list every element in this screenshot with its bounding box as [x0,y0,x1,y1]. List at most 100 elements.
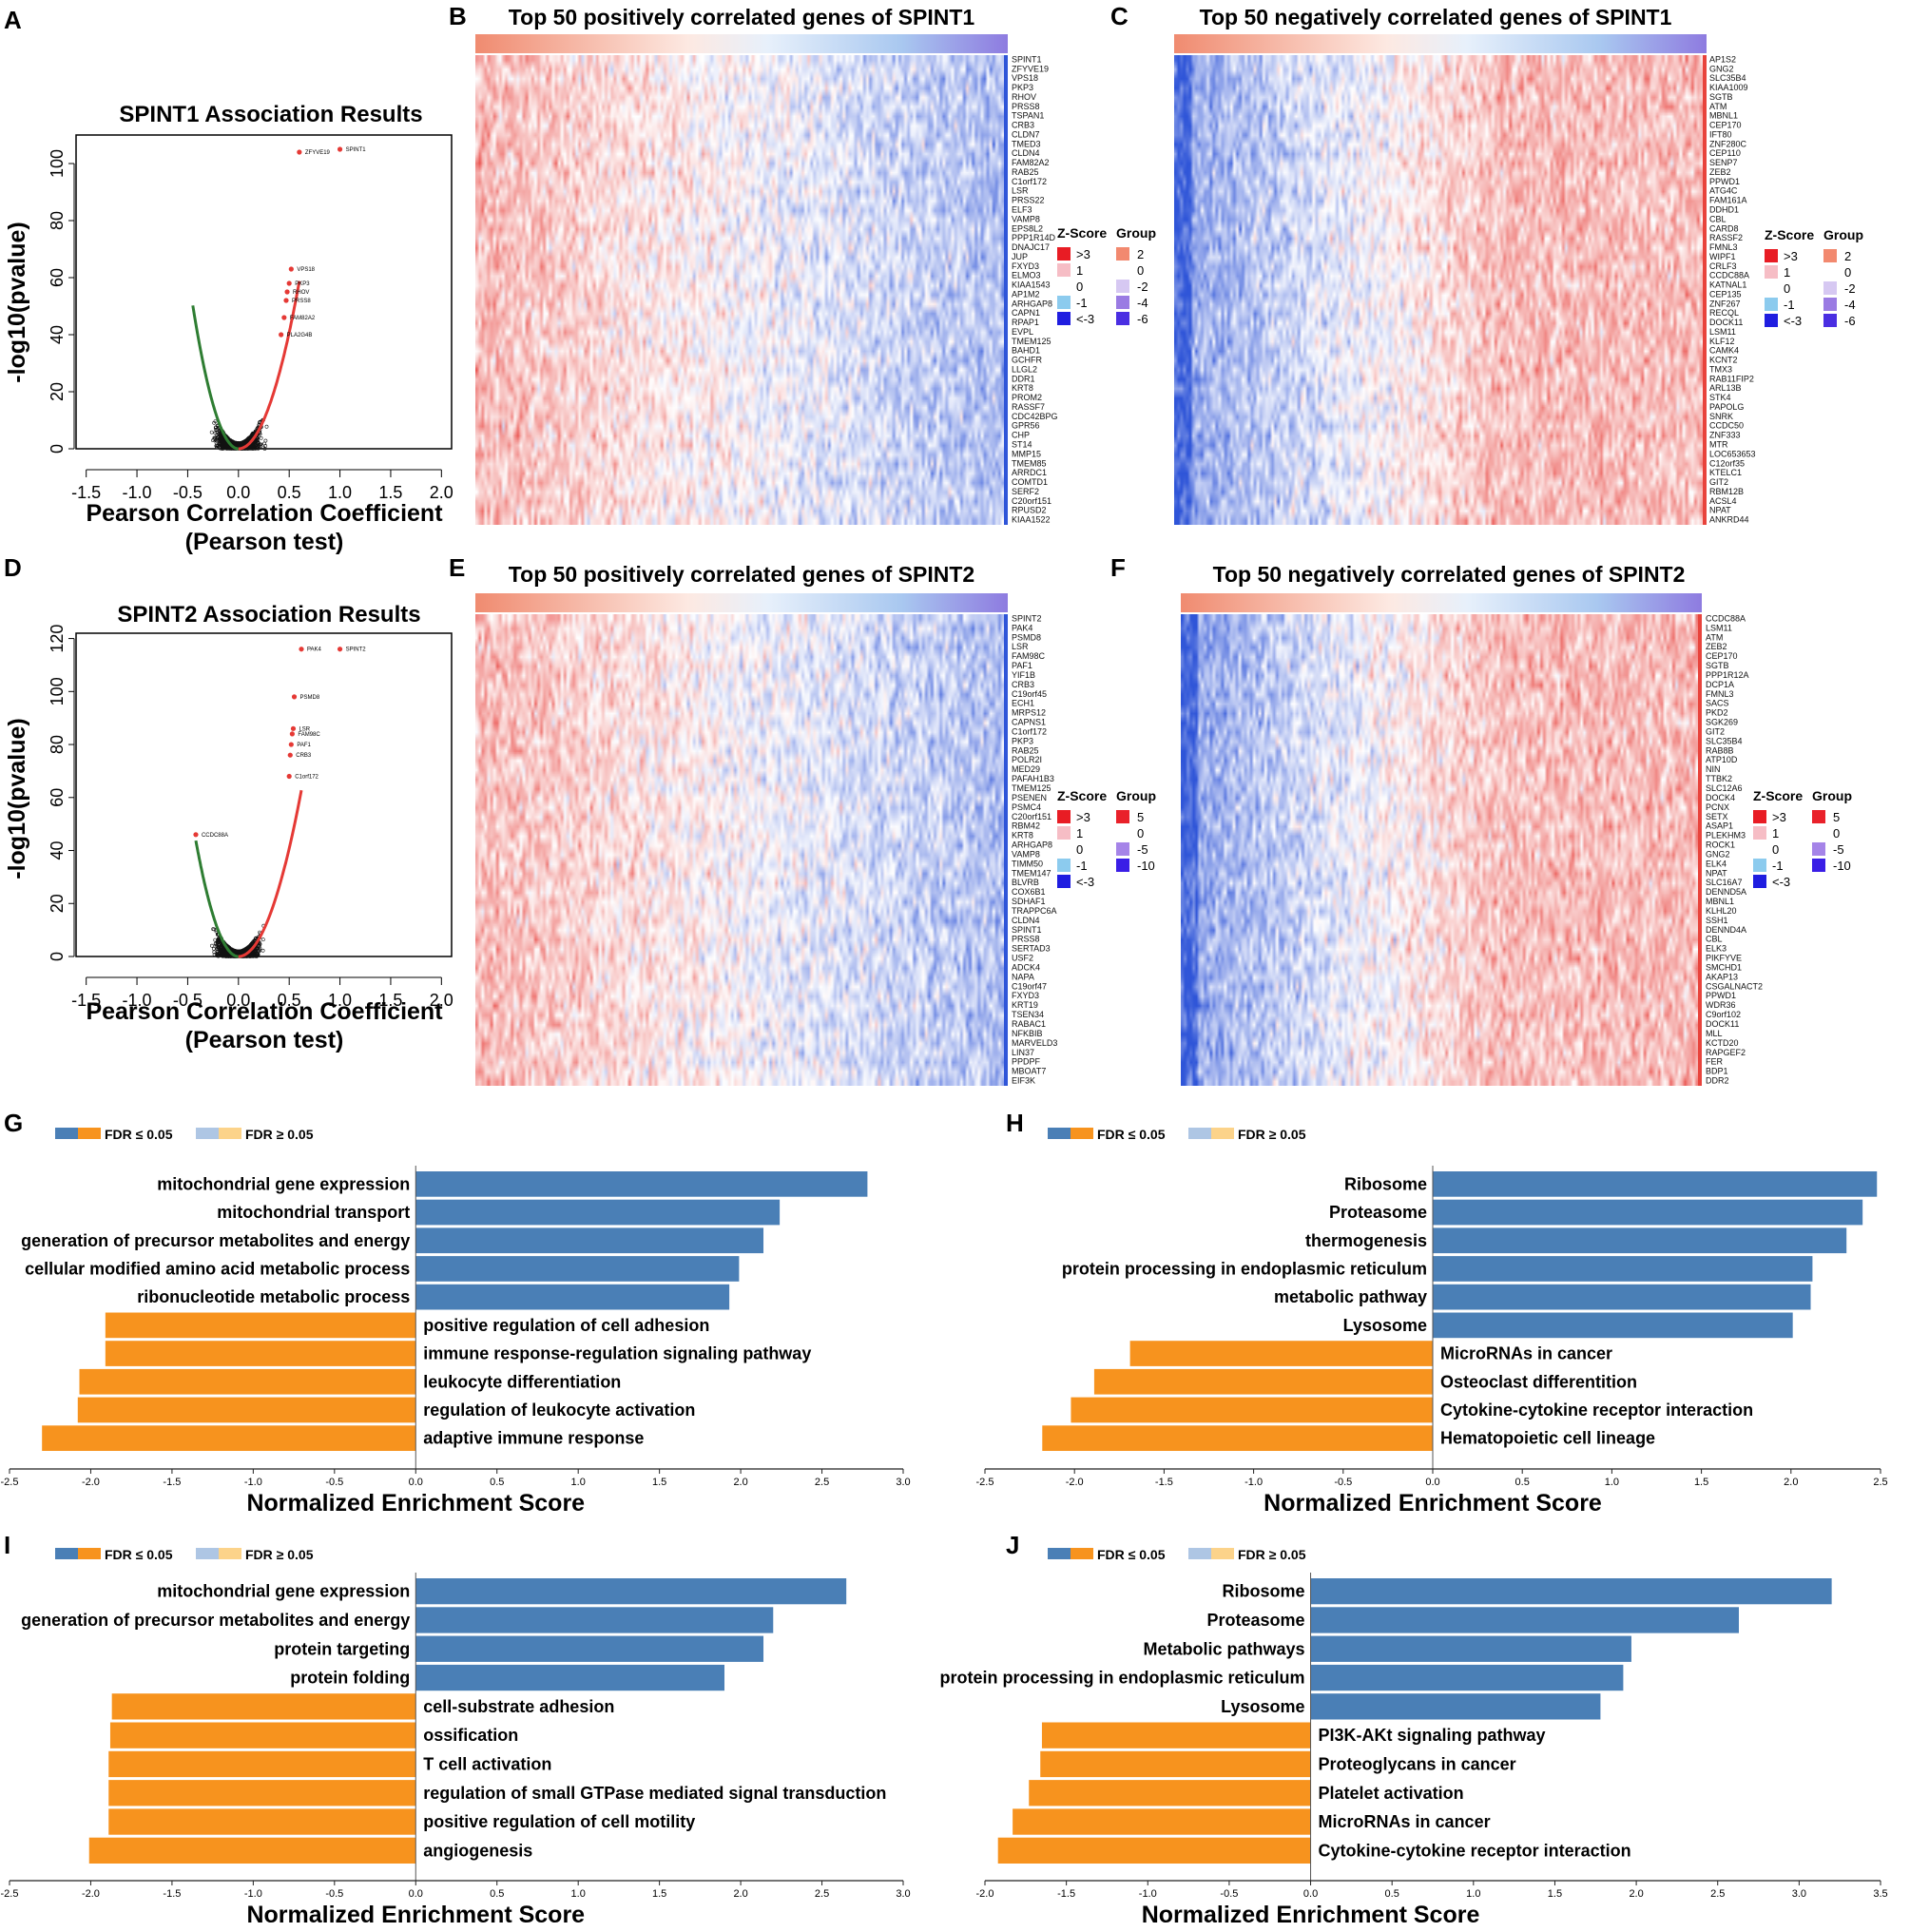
enrichment-bar-label: Hematopoietic cell lineage [1440,1429,1655,1448]
enrichment-bar-label: protein targeting [274,1639,410,1658]
volcano-highlight-point [279,332,284,338]
x-tick-label: 1.0 [571,1477,586,1488]
legend-group-label: -2 [1844,281,1856,296]
enrichment-bar [77,1397,416,1423]
enrichment-bar [108,1808,416,1835]
legend-zscore-label: 1 [1076,263,1083,278]
fdr-legend-nonsig-label: FDR ≥ 0.05 [1238,1127,1306,1142]
x-tick-label: 2.5 [815,1888,829,1900]
heatmap-gene-label: CCDC50 [1709,421,1744,431]
heatmap-e: Top 50 positively correlated genes of SP… [475,562,1057,1086]
legend-group-label: -10 [1833,859,1851,873]
x-tick-label: 1.5 [652,1888,666,1900]
enrichment-bar [108,1750,416,1778]
heatmap-gene-label: TMEM147 [1012,868,1051,878]
heatmap-gene-label: DDR1 [1012,374,1035,383]
x-tick-label: -1.5 [163,1477,181,1488]
volcano-highlight-label: PRSS8 [292,299,311,304]
heatmap-gene-label: KTELC1 [1709,468,1742,477]
heatmap-gene-label: TSPAN1 [1012,111,1044,121]
volcano-highlight-point [289,731,295,737]
enrichment-bar [1433,1256,1813,1282]
volcano-highlight-label: CCDC88A [202,833,228,839]
heatmap-gene-label: GNG2 [1706,849,1730,859]
enrichment-bar-chart-h: FDR ≤ 0.05 FDR ≥ 0.05 Ribosome Proteasome th… [976,1127,1888,1517]
legend-zscore-title: Z-Score [1057,788,1107,803]
heatmap-gene-label: SETX [1706,812,1728,821]
fdr-legend-swatch-down-ns [219,1548,241,1559]
bar-chart-xlabel: Normalized Enrichment Score [246,1902,585,1928]
enrichment-bar [1433,1227,1847,1254]
heatmap-gene-label: ADCK4 [1012,962,1040,972]
heatmap-gene-label: PRSS8 [1012,102,1040,111]
heatmap-gene-label: PSENEN [1012,793,1047,802]
volcano-highlight-point [337,647,343,652]
volcano-a-ylabel: -log10(pvalue) [4,222,30,382]
y-tick-label: 60 [48,268,67,287]
heatmap-gene-label: ASAP1 [1706,821,1733,831]
heatmap-gene-label: SPINT2 [1012,613,1042,623]
legend-group-label: -6 [1844,314,1856,328]
enrichment-bar-label: thermogenesis [1305,1231,1427,1250]
x-tick-label: -2.0 [976,1888,994,1900]
volcano-d-ylabel: -log10(pvalue) [4,718,30,879]
heatmap-gene-label: SMCHD1 [1706,962,1742,972]
x-tick-label: 1.5 [1548,1888,1562,1900]
heatmap-b-gene-labels: SPINT1ZFYVE19VPS18PKP3RHOVPRSS8TSPAN1CRB… [1012,54,1058,524]
heatmap-gene-label: CLDN7 [1012,129,1040,139]
heatmap-gene-label: CCDC88A [1706,613,1746,623]
enrichment-bar-label: cellular modified amino acid metabolic p… [25,1259,410,1278]
volcano-highlight-label: PKP3 [295,281,310,287]
heatmap-f-gene-labels: CCDC88ALSM11ATMZEB2CEP170SGTBPPP1R12ADCP… [1706,613,1763,1085]
heatmap-gene-label: NPAT [1709,506,1731,515]
enrichment-bar-label: immune response-regulation signaling pat… [423,1344,811,1363]
legend-zscore-swatch [1765,281,1778,295]
volcano-d-y-ticks: 0 20 40 60 80 100 120 [48,625,75,961]
x-tick-label: -0.5 [173,483,203,502]
enrichment-bar [1042,1425,1433,1451]
x-tick-label: -1.0 [1139,1888,1157,1900]
heatmap-c-group-bar [1174,34,1707,53]
x-tick-label: 1.0 [1466,1888,1480,1900]
heatmap-gene-label: GIT2 [1709,477,1728,487]
heatmap-gene-label: VAMP8 [1012,849,1040,859]
heatmap-f-sidebar [1698,614,1702,1086]
volcano-highlight-point [299,647,304,652]
heatmap-gene-label: SLC35B4 [1709,73,1746,83]
enrichment-bar-label: Platelet activation [1319,1784,1464,1803]
heatmap-gene-label: CARD8 [1709,223,1739,233]
volcano-a-highlights: SPINT1 ZFYVE19 VPS18 PKP3 RHOV PRSS8 FAM82A2 PL… [279,146,366,338]
heatmap-gene-label: SLC16A7 [1706,878,1743,887]
heatmap-gene-label: CBL [1709,214,1727,223]
heatmap-gene-label: LSM11 [1709,327,1736,337]
y-tick-label: 100 [48,677,67,705]
volcano-negative-envelope [194,840,239,958]
heatmap-gene-label: LLGL2 [1012,364,1037,374]
heatmap-gene-label: DCP1A [1706,680,1734,689]
panel-label-a: A [4,6,22,34]
heatmap-f-legend: Z-Score Group >3 1 0 -1 <-3 5 0 -5 -10 [1753,788,1852,889]
heatmap-c-title: Top 50 negatively correlated genes of SP… [1200,5,1672,29]
heatmap-gene-label: RECQL [1709,308,1739,318]
heatmap-gene-label: RAB25 [1012,745,1039,755]
fdr-legend-nonsig-label: FDR ≥ 0.05 [245,1547,314,1562]
legend-group-title: Group [1823,227,1863,242]
heatmap-gene-label: C12orf35 [1709,458,1745,468]
legend-zscore-swatch [1057,875,1071,888]
enrichment-bar [415,1171,868,1197]
heatmap-f-title: Top 50 negatively correlated genes of SP… [1213,562,1686,587]
legend-zscore-title: Z-Score [1753,788,1803,803]
heatmap-gene-label: LIN37 [1012,1048,1034,1057]
enrichment-bar [1310,1693,1601,1720]
heatmap-c-sidebar [1703,55,1707,525]
heatmap-c-gene-labels: AP1S2GNG2SLC35B4KIAA1009SGTBATMMBNL1CEP1… [1709,54,1756,524]
enrichment-bar-label: PI3K-AKt signaling pathway [1319,1726,1546,1745]
legend-zscore-label: -1 [1772,859,1784,873]
x-tick-label: 3.0 [896,1477,910,1488]
legend-group-swatch [1812,842,1825,856]
heatmap-gene-label: PAPOLG [1709,402,1744,412]
fdr-legend-sig-label: FDR ≤ 0.05 [105,1127,173,1142]
heatmap-gene-label: LSR [1012,186,1029,196]
legend-zscore-label: 0 [1076,842,1083,857]
y-tick-label: 80 [48,735,67,754]
